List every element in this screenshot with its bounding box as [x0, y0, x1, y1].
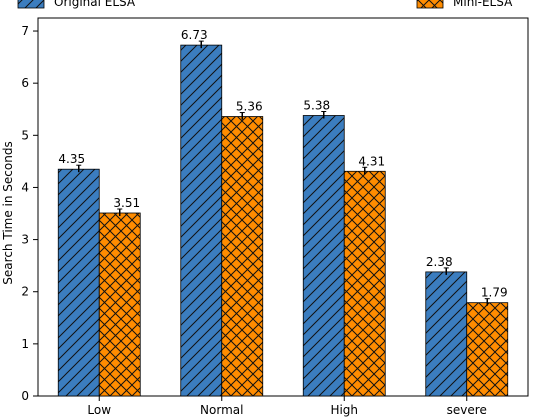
bar-mini-elsa	[466, 302, 509, 397]
x-tick-label: High	[330, 403, 358, 417]
y-tick-label: 3	[21, 233, 29, 247]
data-label: 3.51	[113, 196, 140, 210]
bar-original-elsa	[180, 44, 223, 397]
y-tick-label: 0	[21, 389, 29, 403]
legend-swatch-mini-elsa	[416, 0, 444, 9]
data-label: 5.38	[303, 98, 330, 112]
data-label: 1.79	[481, 286, 508, 300]
bar-mini-elsa	[98, 212, 141, 397]
y-tick-label: 4	[21, 180, 29, 194]
y-axis-label: Search Time in Seconds	[1, 141, 15, 284]
data-label: 4.35	[58, 152, 85, 166]
x-tick-label: Low	[87, 403, 111, 417]
y-tick-label: 7	[21, 24, 29, 38]
y-tick-label: 1	[21, 337, 29, 351]
data-labels: 4.35 3.51 6.73 5.36 5.38 4.31 2.38 1.79	[58, 28, 507, 300]
bar-mini-elsa	[221, 116, 264, 397]
plot-frame	[37, 17, 529, 397]
y-tick-label: 5	[21, 128, 29, 142]
legend-label-original-elsa: Original ELSA	[54, 0, 136, 9]
bar-original-elsa	[302, 115, 345, 397]
y-tick-label: 2	[21, 285, 29, 299]
x-tick-label: severe	[447, 403, 487, 417]
data-label: 4.31	[358, 154, 385, 168]
bar-original-elsa	[57, 168, 100, 397]
x-tick-label: Normal	[200, 403, 243, 417]
bar-mini-elsa	[343, 170, 386, 397]
data-label: 2.38	[426, 255, 453, 269]
legend-swatch-original-elsa	[17, 0, 45, 9]
bar-original-elsa	[425, 271, 468, 397]
legend-label-mini-elsa: Mini-ELSA	[453, 0, 513, 9]
axes: 0 1 2 3 4 5 6 7 Low Normal High severe	[21, 17, 529, 417]
legend: Original ELSA Mini-ELSA	[17, 0, 513, 9]
y-tick-label: 6	[21, 76, 29, 90]
data-label: 6.73	[181, 28, 208, 42]
bars	[57, 40, 509, 397]
data-label: 5.36	[236, 100, 263, 114]
